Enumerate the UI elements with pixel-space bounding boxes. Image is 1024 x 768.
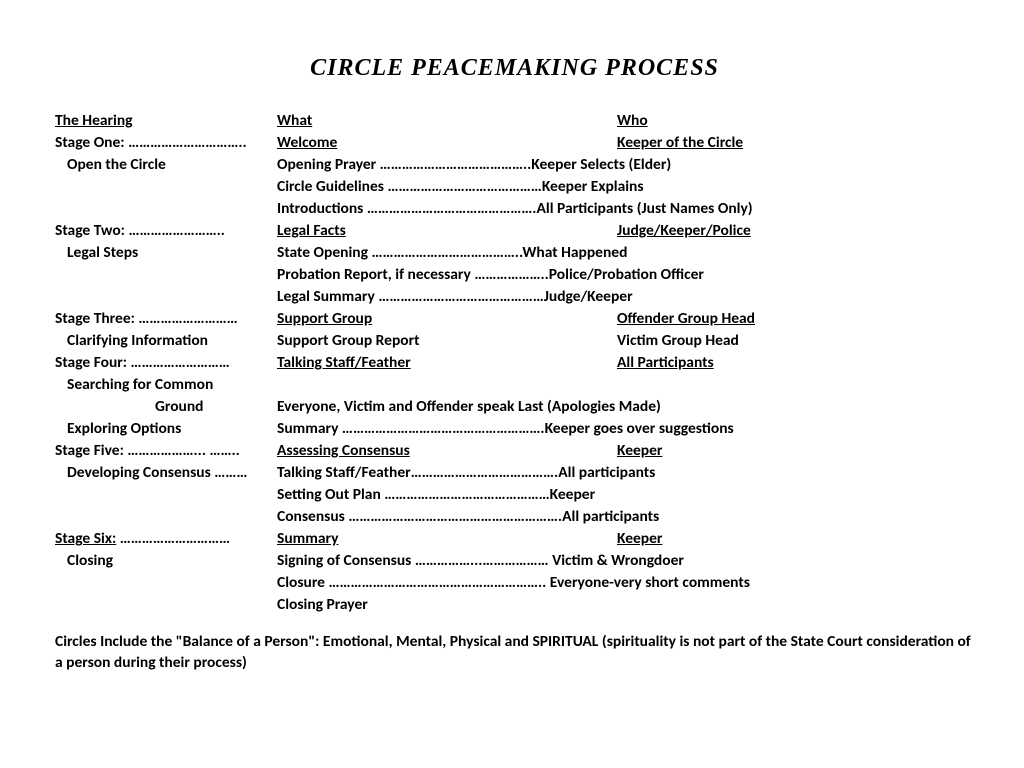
col-who: [617, 396, 974, 418]
col-who: [617, 264, 974, 286]
detail-row: Legal StepsState Opening …………………………………..…: [55, 242, 974, 264]
col-what: Legal Summary ………………………………………Judge/Keepe…: [277, 286, 617, 308]
col-who: [617, 242, 974, 264]
col-who: [617, 418, 974, 440]
footer-note: Circles Include the "Balance of a Person…: [55, 632, 974, 674]
col-hearing: [55, 286, 277, 308]
detail-row: Exploring OptionsSummary …………………………………………: [55, 418, 974, 440]
col-what: Summary ……………………………………………….Keeper goes o…: [277, 418, 617, 440]
document-page: CIRCLE PEACEMAKING PROCESS The Hearing W…: [0, 0, 1024, 674]
col-hearing: Ground: [55, 396, 277, 418]
col-who: Judge/Keeper/Police: [617, 220, 974, 242]
detail-row: Closure ………………………………………………….. Everyone-v…: [55, 572, 974, 594]
col-hearing: Open the Circle: [55, 154, 277, 176]
col-what: Probation Report, if necessary ………………..P…: [277, 264, 617, 286]
col-what: Consensus ………………………………………………….All partic…: [277, 506, 617, 528]
col-what: Closing Prayer: [277, 594, 617, 616]
detail-row: Open the CircleOpening Prayer ……………………………: [55, 154, 974, 176]
col-what: Support Group: [277, 308, 617, 330]
header-who: Who: [617, 111, 648, 130]
stage-row: Stage Four: ………………………Talking Staff/Feath…: [55, 352, 974, 374]
header-what: What: [277, 111, 312, 130]
detail-row: Setting Out Plan ………………………………………Keeper: [55, 484, 974, 506]
process-rows: Stage One: …………………………..WelcomeKeeper of …: [55, 132, 974, 616]
col-hearing: Developing Consensus ………: [55, 462, 277, 484]
detail-row: Searching for Common: [55, 374, 974, 396]
col-who: [617, 176, 974, 198]
col-what: Welcome: [277, 132, 617, 154]
col-what: Closure ………………………………………………….. Everyone-v…: [277, 572, 617, 594]
col-what: Legal Facts: [277, 220, 617, 242]
detail-row: Legal Summary ………………………………………Judge/Keepe…: [55, 286, 974, 308]
col-who: [617, 374, 974, 396]
col-who: [617, 154, 974, 176]
col-hearing: Stage Five: ………………... ……..: [55, 440, 277, 462]
col-what: Introductions ……………………………………….All Partic…: [277, 198, 617, 220]
col-who: [617, 286, 974, 308]
col-hearing: Legal Steps: [55, 242, 277, 264]
col-who: Keeper: [617, 528, 974, 550]
col-who: [617, 484, 974, 506]
col-hearing: [55, 176, 277, 198]
col-what: [277, 374, 617, 396]
col-hearing: [55, 506, 277, 528]
page-title: CIRCLE PEACEMAKING PROCESS: [55, 55, 974, 82]
col-hearing: [55, 264, 277, 286]
col-who: Victim Group Head: [617, 330, 974, 352]
col-who: [617, 198, 974, 220]
col-hearing: Stage One: …………………………..: [55, 132, 277, 154]
col-hearing: Exploring Options: [55, 418, 277, 440]
col-what: Opening Prayer …………………………………..Keeper Sel…: [277, 154, 617, 176]
col-what: Setting Out Plan ………………………………………Keeper: [277, 484, 617, 506]
col-hearing: Stage Four: ………………………: [55, 352, 277, 374]
col-hearing: Clarifying Information: [55, 330, 277, 352]
col-hearing: [55, 484, 277, 506]
col-who: [617, 550, 974, 572]
detail-row: Circle Guidelines ……………………………………Keeper E…: [55, 176, 974, 198]
stage-row: Stage One: …………………………..WelcomeKeeper of …: [55, 132, 974, 154]
col-who: Offender Group Head: [617, 308, 974, 330]
col-hearing: [55, 198, 277, 220]
col-hearing: [55, 572, 277, 594]
col-what: Support Group Report: [277, 330, 617, 352]
stage-row: Stage Six: ………………………… SummaryKeeper: [55, 528, 974, 550]
col-hearing: Searching for Common: [55, 374, 277, 396]
header-hearing: The Hearing: [55, 111, 133, 130]
col-what: Talking Staff/Feather: [277, 352, 617, 374]
col-who: Keeper of the Circle: [617, 132, 974, 154]
stage-row: Stage Three: ………………………Support GroupOffen…: [55, 308, 974, 330]
col-who: [617, 462, 974, 484]
col-hearing: [55, 594, 277, 616]
col-what: Summary: [277, 528, 617, 550]
col-hearing: Closing: [55, 550, 277, 572]
col-hearing: Stage Two: ……………………..: [55, 220, 277, 242]
detail-row: Introductions ……………………………………….All Partic…: [55, 198, 974, 220]
col-what: Everyone, Victim and Offender speak Last…: [277, 396, 617, 418]
col-who: [617, 572, 974, 594]
detail-row: ClosingSigning of Consensus ……………...……………: [55, 550, 974, 572]
stage-row: Stage Two: ……………………..Legal FactsJudge/Ke…: [55, 220, 974, 242]
detail-row: Closing Prayer: [55, 594, 974, 616]
stage-row: Stage Five: ………………... …….. Assessing Con…: [55, 440, 974, 462]
detail-row: GroundEveryone, Victim and Offender spea…: [55, 396, 974, 418]
col-hearing: Stage Six: …………………………: [55, 528, 277, 550]
detail-row: Developing Consensus ………Talking Staff/Fe…: [55, 462, 974, 484]
col-what: Signing of Consensus ……………...……………… Vict…: [277, 550, 617, 572]
col-what: Talking Staff/Feather………………………………….All p…: [277, 462, 617, 484]
col-who: Keeper: [617, 440, 974, 462]
col-who: [617, 594, 974, 616]
detail-row: Probation Report, if necessary ………………..P…: [55, 264, 974, 286]
col-what: Assessing Consensus: [277, 440, 617, 462]
detail-row: Consensus ………………………………………………….All partic…: [55, 506, 974, 528]
col-what: Circle Guidelines ……………………………………Keeper E…: [277, 176, 617, 198]
detail-row: Clarifying InformationSupport Group Repo…: [55, 330, 974, 352]
col-what: State Opening …………………………………..What Happen…: [277, 242, 617, 264]
col-hearing: Stage Three: ………………………: [55, 308, 277, 330]
header-row: The Hearing What Who: [55, 110, 974, 132]
col-who: [617, 506, 974, 528]
col-who: All Participants: [617, 352, 974, 374]
